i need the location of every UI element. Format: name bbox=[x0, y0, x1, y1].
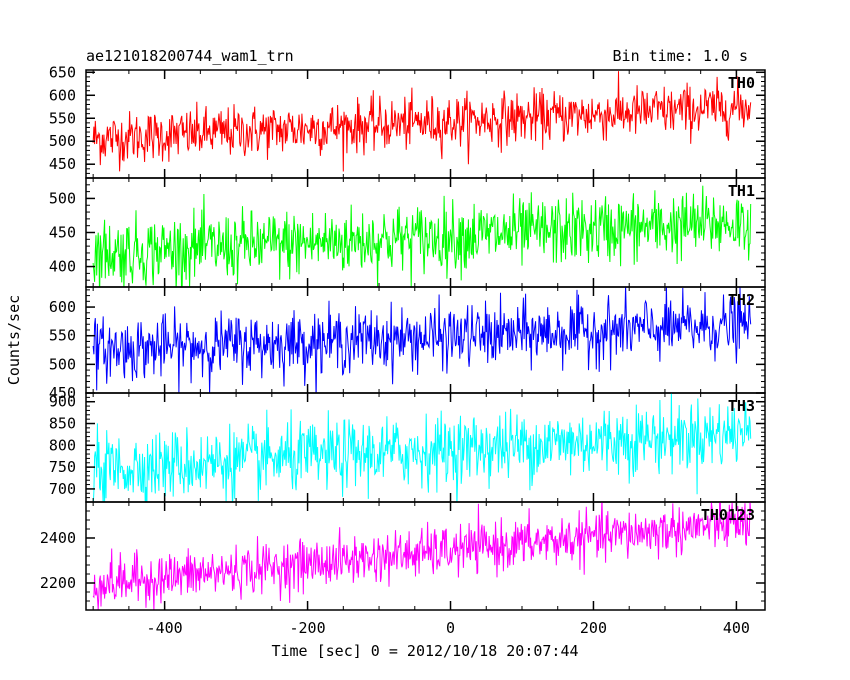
y-tick-label: 550 bbox=[49, 327, 76, 345]
panel-th2: 450 500 550 600 TH2 bbox=[49, 286, 766, 402]
series-label-th0123: TH0123 bbox=[701, 506, 755, 524]
bin-time-label: Bin time: 1.0 s bbox=[613, 47, 748, 65]
y-tick-label: 450 bbox=[49, 384, 76, 402]
x-tick-label: -400 bbox=[147, 619, 183, 637]
series-label-th0: TH0 bbox=[728, 74, 755, 92]
series-label-th2: TH2 bbox=[728, 291, 755, 309]
series-line-th0 bbox=[92, 71, 752, 172]
x-tick-label: 0 bbox=[446, 619, 455, 637]
series-line-th0123 bbox=[92, 502, 752, 610]
panel-th0: 450 500 550 600 650 TH0 bbox=[49, 63, 766, 179]
panel-th1: 400 450 500 TH1 bbox=[49, 177, 766, 288]
x-tick-label: 400 bbox=[723, 619, 750, 637]
series-label-th3: TH3 bbox=[728, 397, 755, 415]
series-line-th1 bbox=[92, 185, 752, 287]
x-axis-label: Time [sec] 0 = 2012/10/18 20:07:44 bbox=[271, 642, 578, 660]
y-tick-label: 450 bbox=[49, 224, 76, 242]
y-tick-label: 2400 bbox=[40, 529, 76, 547]
y-tick-label: 500 bbox=[49, 132, 76, 150]
x-tick-label: -200 bbox=[290, 619, 326, 637]
y-tick-label: 750 bbox=[49, 458, 76, 476]
panel-frame bbox=[85, 286, 766, 394]
y-tick-label: 850 bbox=[49, 415, 76, 433]
y-tick-label: 900 bbox=[49, 393, 76, 411]
y-tick-label: 800 bbox=[49, 436, 76, 454]
y-axis-label: Counts/sec bbox=[5, 295, 23, 385]
x-tick-label: 200 bbox=[580, 619, 607, 637]
series-line-th2 bbox=[92, 287, 752, 393]
panel-th0123: 2200 2400 TH0123 bbox=[40, 501, 766, 611]
y-tick-label: 550 bbox=[49, 109, 76, 127]
y-tick-label: 500 bbox=[49, 189, 76, 207]
y-tick-label: 2200 bbox=[40, 574, 76, 592]
y-tick-label: 650 bbox=[49, 63, 76, 81]
y-tick-label: 700 bbox=[49, 480, 76, 498]
y-tick-label: 400 bbox=[49, 258, 76, 276]
y-tick-label: 450 bbox=[49, 155, 76, 173]
x-tick-labels: -400 -200 0 200 400 bbox=[147, 619, 750, 637]
panel-th3: 700 750 800 850 900 TH3 bbox=[49, 392, 766, 503]
plot-title: ae121018200744_wam1_trn bbox=[86, 47, 294, 65]
y-tick-label: 500 bbox=[49, 355, 76, 373]
y-tick-label: 600 bbox=[49, 86, 76, 104]
series-label-th1: TH1 bbox=[728, 182, 755, 200]
series-line-th3 bbox=[92, 393, 752, 502]
panels-group: 450 500 550 600 650 TH0 400 450 500 TH1 450 500 550 6… bbox=[40, 63, 766, 611]
y-tick-label: 600 bbox=[49, 298, 76, 316]
